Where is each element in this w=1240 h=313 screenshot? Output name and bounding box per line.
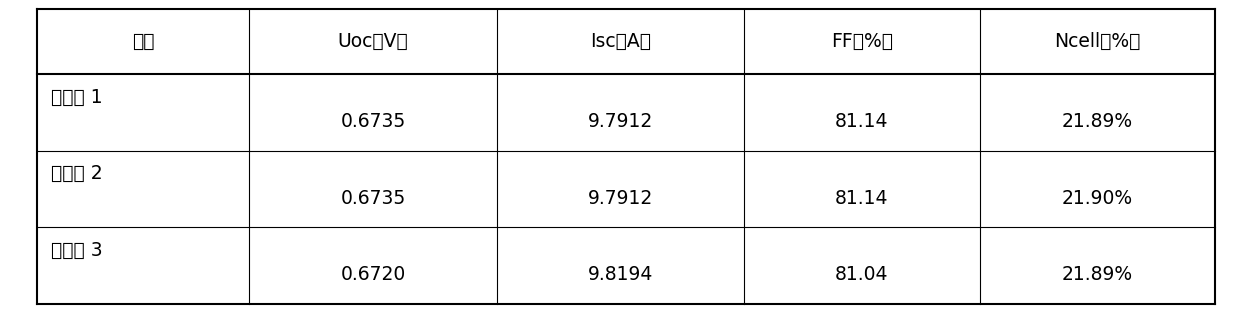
Text: 0.6735: 0.6735	[340, 112, 405, 131]
Text: Isc（A）: Isc（A）	[590, 32, 651, 51]
Text: 21.89%: 21.89%	[1061, 265, 1133, 284]
Text: 81.14: 81.14	[835, 112, 889, 131]
Text: Uoc（V）: Uoc（V）	[337, 32, 408, 51]
Text: 类型: 类型	[131, 32, 155, 51]
Text: 9.7912: 9.7912	[588, 112, 653, 131]
Text: 实施例 2: 实施例 2	[51, 164, 103, 183]
Text: 81.04: 81.04	[835, 265, 889, 284]
Text: 81.14: 81.14	[835, 188, 889, 208]
Text: 9.8194: 9.8194	[588, 265, 653, 284]
Text: 21.89%: 21.89%	[1061, 112, 1133, 131]
Text: Ncell（%）: Ncell（%）	[1054, 32, 1141, 51]
Text: 21.90%: 21.90%	[1061, 188, 1133, 208]
Text: 实施例 1: 实施例 1	[51, 88, 103, 107]
Text: 0.6720: 0.6720	[340, 265, 405, 284]
Text: 0.6735: 0.6735	[340, 188, 405, 208]
Text: 实施例 3: 实施例 3	[51, 241, 103, 260]
Text: FF（%）: FF（%）	[831, 32, 893, 51]
Text: 9.7912: 9.7912	[588, 188, 653, 208]
